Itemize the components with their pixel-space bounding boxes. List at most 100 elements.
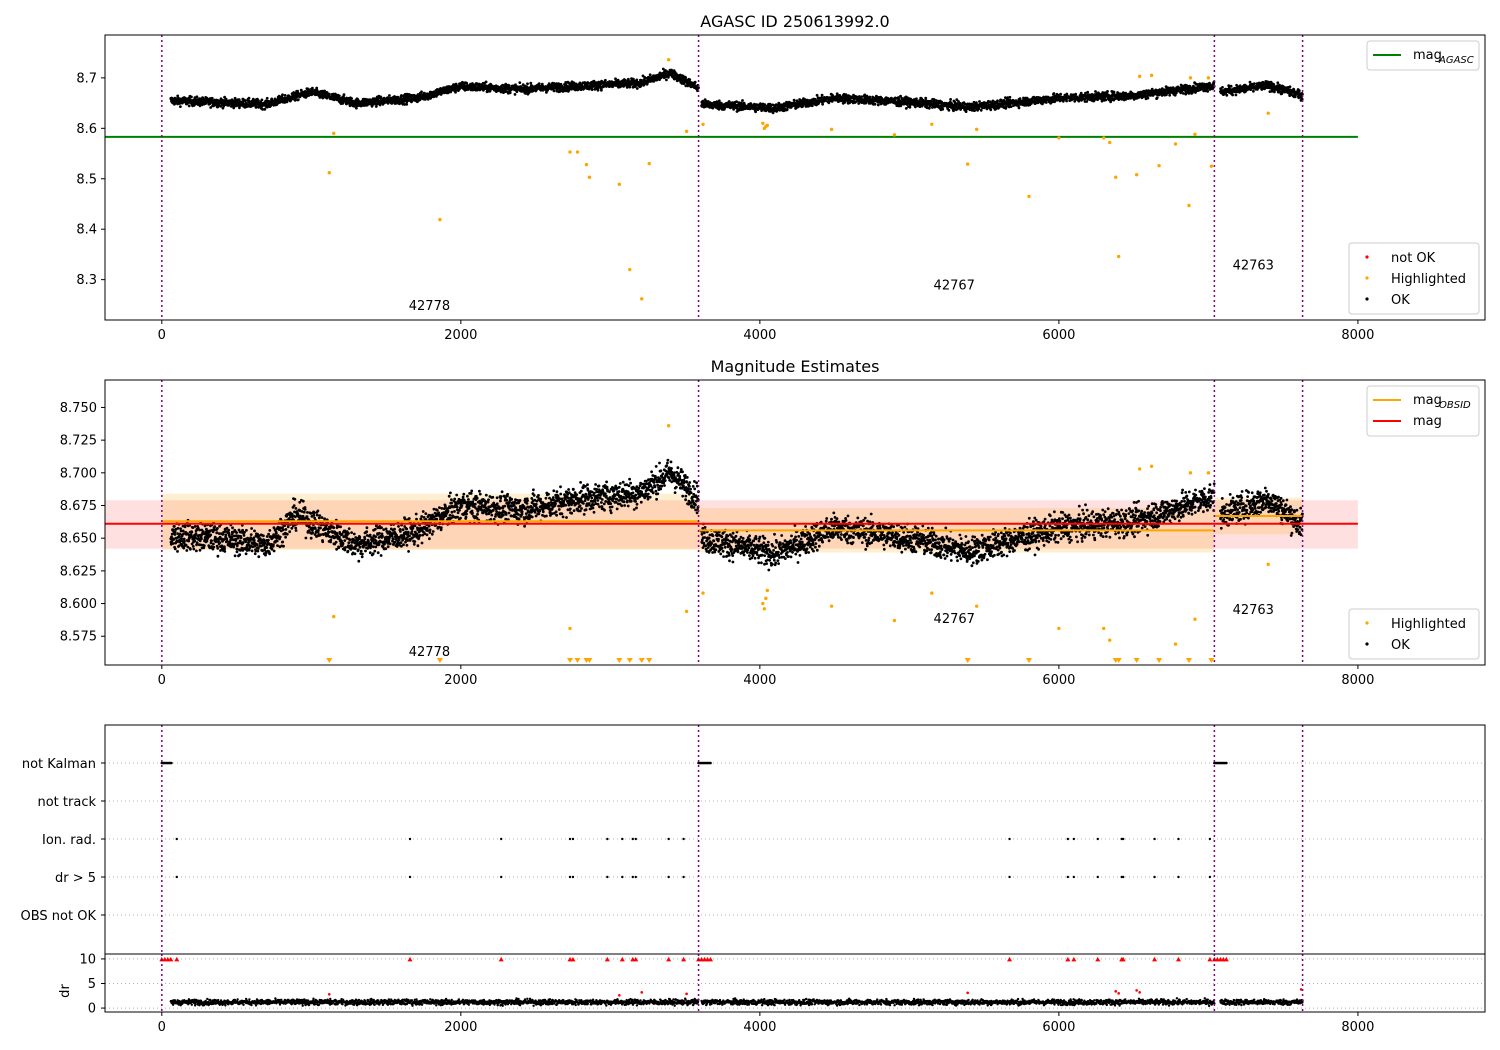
highlighted-point [1149, 73, 1154, 78]
ok-point [1168, 93, 1172, 97]
ok-point [1225, 93, 1229, 97]
ok-point [412, 93, 416, 97]
obsid-label: 42767 [934, 279, 975, 294]
ok-point [820, 96, 823, 99]
ok-point [212, 542, 215, 546]
agasc-panel: AGASC ID 250613992.04277842767427638.38.… [76, 12, 1486, 343]
ok-point [350, 97, 353, 100]
legend-marker [1365, 276, 1369, 280]
y-tick-label: 8.7 [76, 71, 97, 86]
ok-point [471, 82, 474, 85]
ok-point [537, 82, 541, 85]
ok-point [193, 525, 197, 528]
ok-point [949, 98, 952, 101]
ok-point [195, 549, 198, 553]
ok-point [328, 92, 331, 96]
ok-point [195, 541, 199, 545]
highlighted-point [1102, 136, 1106, 140]
highlighted-point [1188, 76, 1193, 80]
ok-point [1248, 80, 1252, 84]
ok-point [192, 547, 196, 551]
highlighted-point [701, 122, 705, 126]
ok-point [1008, 95, 1012, 99]
ok-point [341, 101, 345, 105]
ok-point [763, 103, 767, 107]
highlighted-point [1209, 164, 1214, 168]
ok-point [504, 82, 508, 86]
ok-point [860, 95, 863, 99]
ok-point [810, 104, 814, 108]
ok-point [1181, 92, 1185, 95]
ok-point [190, 530, 194, 534]
y-tick-label: 8.4 [76, 223, 97, 238]
ok-point [403, 103, 407, 106]
ok-point [176, 94, 180, 98]
ok-point [1252, 89, 1255, 93]
ok-point [1086, 90, 1090, 94]
legend-label-subscript: AGASC [1438, 55, 1474, 66]
highlighted-point [1114, 175, 1118, 179]
ok-point [513, 93, 517, 96]
ok-point [454, 90, 457, 94]
ok-point [876, 103, 880, 107]
highlighted-point [684, 129, 689, 134]
ok-point [342, 93, 346, 97]
ok-point [735, 100, 738, 104]
ok-point [590, 88, 594, 91]
ok-point [1297, 89, 1301, 93]
ok-point [400, 94, 403, 97]
ok-point [216, 527, 219, 530]
legend-label: mag [1413, 48, 1442, 63]
ok-point [973, 109, 976, 112]
ok-point [247, 96, 251, 100]
ok-point [171, 542, 175, 545]
ok-point [176, 526, 180, 530]
ok-point [1288, 85, 1292, 89]
highlighted-point [568, 150, 572, 154]
ok-point [208, 102, 212, 106]
ok-point [194, 532, 198, 536]
highlighted-point [584, 162, 589, 167]
highlighted-point [974, 127, 979, 132]
highlighted-point [965, 162, 970, 166]
ok-point [989, 108, 993, 112]
ok-point [711, 106, 715, 110]
ok-point [179, 105, 182, 108]
ok-point [180, 537, 184, 541]
ok-point [1273, 90, 1276, 94]
ok-point [1206, 90, 1210, 93]
ok-point [260, 98, 264, 102]
ok-point [173, 530, 177, 534]
ok-point [1227, 84, 1231, 88]
ok-point [388, 94, 391, 97]
highlighted-point [1137, 74, 1142, 79]
ok-point [285, 100, 289, 104]
ok-point [821, 102, 824, 106]
ok-point [1065, 99, 1068, 103]
ok-point [1059, 92, 1062, 96]
ok-point [1112, 90, 1116, 94]
ok-point [1276, 81, 1280, 85]
ok-point [210, 96, 214, 100]
plot-frame [104, 34, 1486, 321]
ok-point [1231, 93, 1234, 97]
ok-point [293, 98, 297, 102]
ok-point [947, 108, 951, 112]
highlighted-point [892, 133, 897, 137]
ok-point [1229, 84, 1233, 88]
ok-point [265, 96, 269, 100]
ok-points [169, 67, 1304, 115]
ok-point [996, 99, 999, 103]
ok-point [792, 98, 796, 102]
ok-point [182, 546, 186, 550]
ok-point [908, 105, 912, 109]
ok-point [193, 539, 197, 543]
ok-point [173, 533, 177, 536]
y-tick-label: 8.3 [76, 273, 97, 288]
ok-point [176, 550, 179, 553]
ok-point [508, 91, 512, 95]
ok-point [1234, 93, 1238, 97]
ok-point [426, 97, 430, 101]
ok-point [178, 532, 182, 536]
ok-point [256, 99, 260, 102]
